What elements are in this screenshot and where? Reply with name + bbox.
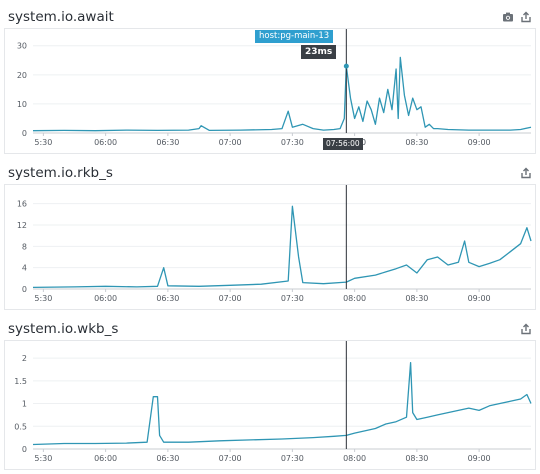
chart-area[interactable]: 01020305:3006:0006:3007:0007:3008:0008:3… xyxy=(4,28,536,154)
x-tick-label: 09:00 xyxy=(468,294,491,303)
chart-svg: 0 4 8 12 16 5:30 06:00 06:30 07:00 07:30 08:00 08:3… xyxy=(17,185,532,303)
x-tick-label: 06:00 xyxy=(94,138,117,147)
x-tick-label: 07:00 xyxy=(219,454,242,463)
chart-area[interactable]: 0 4 8 12 16 5:30 06:00 06:30 07:00 07:30 08:00 08:3… xyxy=(4,184,536,310)
x-tick-label: 06:30 xyxy=(156,138,179,147)
x-tick-label: 09:00 xyxy=(468,138,491,147)
panel-io-rkb-s: system.io.rkb_s 0 4 8 12 16 5:30 06:00 06:30 07:… xyxy=(4,162,536,310)
x-tick-label: 09:00 xyxy=(468,454,491,463)
share-icon[interactable] xyxy=(520,11,532,23)
x-tick-label: 07:30 xyxy=(281,454,304,463)
panel-title: system.io.await xyxy=(8,9,114,25)
x-tick-label: 06:00 xyxy=(94,454,117,463)
panel-title: system.io.rkb_s xyxy=(8,165,113,181)
y-tick-label: 10 xyxy=(17,100,27,109)
y-tick-label: 0.5 xyxy=(14,422,27,431)
panel-header: system.io.wkb_s xyxy=(4,318,536,340)
y-tick-label: 1.5 xyxy=(14,377,27,386)
share-icon[interactable] xyxy=(520,323,532,335)
x-tick-label: 08:30 xyxy=(405,138,428,147)
x-tick-label: 08:30 xyxy=(405,454,428,463)
x-tick-label: 07:00 xyxy=(219,138,242,147)
y-tick-label: 20 xyxy=(17,71,27,80)
hover-point xyxy=(343,63,349,69)
y-tick-label: 8 xyxy=(22,242,27,251)
panel-header: system.io.await xyxy=(4,6,536,28)
panel-header: system.io.rkb_s xyxy=(4,162,536,184)
panel-io-wkb-s: system.io.wkb_s 0 0.5 1 1.5 2 5:30 06:00 06:30 0… xyxy=(4,318,536,470)
x-tick-label: 5:30 xyxy=(34,294,52,303)
y-tick-label: 0 xyxy=(22,285,27,294)
y-tick-label: 0 xyxy=(22,129,27,138)
x-tick-label: 08:00 xyxy=(343,454,366,463)
x-tick-label: 08:00 xyxy=(343,294,366,303)
y-tick-label: 2 xyxy=(22,354,27,363)
chart-svg: 0 0.5 1 1.5 2 5:30 06:00 06:30 07:00 07:30 08:00 08… xyxy=(14,341,532,463)
series-line[interactable] xyxy=(32,56,532,132)
x-tick-label: 5:30 xyxy=(34,454,52,463)
x-tick-label: 06:00 xyxy=(94,294,117,303)
y-tick-label: 12 xyxy=(17,221,27,230)
tooltip-time-label: 07:56:00 xyxy=(323,138,363,150)
panel-icons xyxy=(520,322,532,336)
series-line[interactable] xyxy=(32,361,532,446)
chart-area[interactable]: 0 0.5 1 1.5 2 5:30 06:00 06:30 07:00 07:30 08:00 08… xyxy=(4,340,536,470)
panel-title: system.io.wkb_s xyxy=(8,321,119,337)
series-line[interactable] xyxy=(32,205,532,289)
tooltip-value-label: 23ms xyxy=(301,45,337,59)
x-tick-label: 06:30 xyxy=(156,454,179,463)
y-tick-label: 16 xyxy=(17,200,27,209)
tooltip-host-label: host:pg-main-13 xyxy=(255,30,334,43)
y-tick-label: 1 xyxy=(22,400,27,409)
chart-svg: 01020305:3006:0006:3007:0007:3008:0008:3… xyxy=(17,29,532,147)
panel-icons xyxy=(520,166,532,180)
y-tick-label: 4 xyxy=(22,264,27,273)
camera-icon[interactable] xyxy=(502,11,514,23)
x-tick-label: 07:30 xyxy=(281,294,304,303)
y-tick-label: 30 xyxy=(17,42,27,51)
share-icon[interactable] xyxy=(520,167,532,179)
x-tick-label: 06:30 xyxy=(156,294,179,303)
x-tick-label: 07:30 xyxy=(281,138,304,147)
panel-io-await: system.io.await 0 10 20 30 5:30 06:00 06:30 07:… xyxy=(4,6,536,154)
y-tick-label: 0 xyxy=(22,445,27,454)
panel-icons xyxy=(502,10,532,24)
x-tick-label: 08:30 xyxy=(405,294,428,303)
x-tick-label: 07:00 xyxy=(219,294,242,303)
x-tick-label: 5:30 xyxy=(34,138,52,147)
